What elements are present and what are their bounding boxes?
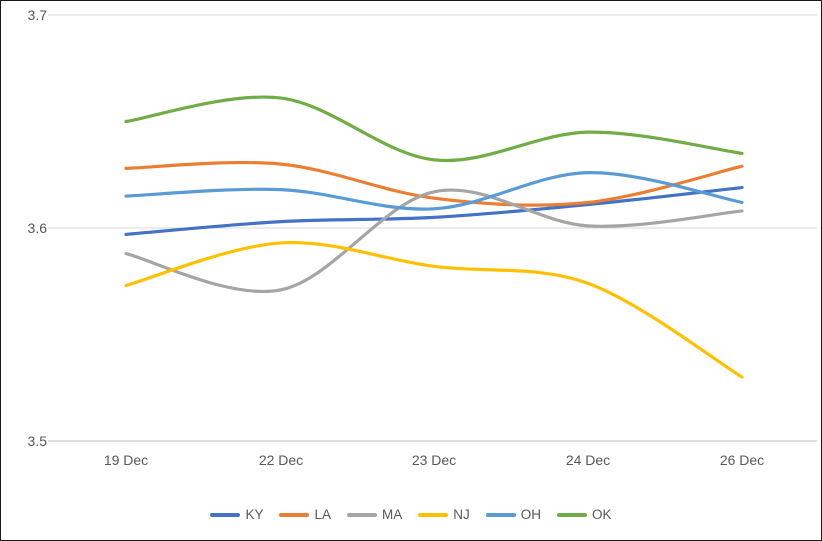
legend-label: OK [592,507,612,522]
legend-label: LA [314,507,331,522]
legend-swatch-KY [210,512,241,517]
y-axis-label: 3.7 [28,7,48,23]
legend-item-OK: OK [557,508,612,522]
x-axis-label: 22 Dec [259,452,303,468]
legend-swatch-MA [347,512,377,517]
chart-legend: KY LA MA NJ OH OK [1,508,821,522]
legend-label: NJ [453,507,470,522]
legend-label: OH [520,507,541,522]
legend-swatch-NJ [418,512,449,517]
legend-item-NJ: NJ [418,508,470,522]
x-axis-label: 23 Dec [412,452,456,468]
legend-label: MA [382,507,403,522]
series-line-NJ [124,240,744,379]
x-axis-label: 26 Dec [720,452,764,468]
legend-item-KY: KY [210,508,263,522]
series-line-OH [124,171,744,211]
legend-item-LA: LA [279,508,331,522]
series-line-KY [124,185,744,236]
y-axis-label: 3.6 [28,220,48,236]
series-line-OK [124,95,744,163]
legend-label: KY [245,507,264,522]
legend-swatch-OH [485,512,516,517]
series-line-LA [124,160,744,207]
y-axis-label: 3.5 [28,433,48,449]
legend-item-MA: MA [347,508,402,522]
x-axis-label: 19 Dec [104,452,148,468]
legend-swatch-OK [557,512,587,517]
series-line-MA [124,188,744,293]
x-axis-label: 24 Dec [566,452,610,468]
legend-item-OH: OH [485,507,541,522]
legend-swatch-LA [279,512,310,517]
